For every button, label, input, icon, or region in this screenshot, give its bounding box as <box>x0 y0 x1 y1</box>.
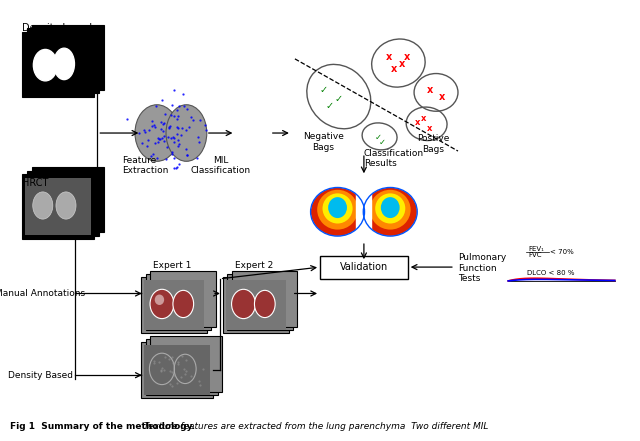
Text: Postive
Bags: Postive Bags <box>417 135 449 153</box>
Ellipse shape <box>56 192 76 219</box>
Text: x: x <box>421 114 426 123</box>
Text: FVC: FVC <box>528 251 541 258</box>
Text: HRCT: HRCT <box>22 178 49 188</box>
Ellipse shape <box>323 193 353 224</box>
Text: x: x <box>403 52 410 62</box>
Text: FEV₁: FEV₁ <box>528 247 544 253</box>
Ellipse shape <box>135 105 179 161</box>
Text: DLCO < 80 %: DLCO < 80 % <box>527 269 575 276</box>
Ellipse shape <box>364 188 417 236</box>
Bar <box>27 171 99 235</box>
Text: Manual Annotations: Manual Annotations <box>0 289 85 298</box>
Text: Density Based: Density Based <box>8 371 73 380</box>
Ellipse shape <box>33 192 53 219</box>
Text: x: x <box>399 59 404 69</box>
Text: x: x <box>427 123 433 132</box>
Text: < 70%: < 70% <box>550 249 574 255</box>
Text: Expert 1: Expert 1 <box>154 262 192 270</box>
Text: Feature
Extraction: Feature Extraction <box>122 156 169 176</box>
Bar <box>232 271 298 327</box>
Ellipse shape <box>166 105 207 161</box>
Bar <box>145 345 210 395</box>
Ellipse shape <box>381 197 399 218</box>
Text: ✓: ✓ <box>375 133 382 142</box>
Ellipse shape <box>173 290 194 318</box>
Ellipse shape <box>54 48 74 80</box>
Text: ✓: ✓ <box>319 85 327 95</box>
Ellipse shape <box>328 197 347 218</box>
Bar <box>356 189 371 235</box>
Text: x: x <box>427 85 433 95</box>
Bar <box>22 174 94 239</box>
Bar <box>27 28 99 93</box>
Ellipse shape <box>33 49 57 81</box>
Bar <box>320 256 408 279</box>
Ellipse shape <box>255 290 275 318</box>
Text: ✓: ✓ <box>325 101 333 111</box>
Bar <box>146 339 218 395</box>
Ellipse shape <box>311 188 364 236</box>
Text: Expert 2: Expert 2 <box>235 262 273 270</box>
Bar <box>223 277 289 333</box>
Text: ✓: ✓ <box>380 138 386 147</box>
Text: ✓: ✓ <box>335 93 343 104</box>
Ellipse shape <box>232 289 255 318</box>
Text: Negative
Bags: Negative Bags <box>303 132 344 152</box>
Ellipse shape <box>370 190 411 230</box>
Text: x: x <box>386 52 392 62</box>
Text: Classification
Results: Classification Results <box>364 149 424 168</box>
Text: x: x <box>415 118 420 127</box>
Text: x: x <box>391 64 397 75</box>
Bar <box>32 25 104 90</box>
Bar <box>22 32 94 97</box>
Text: Pulmonary
Function
Tests: Pulmonary Function Tests <box>458 254 506 283</box>
Text: x: x <box>439 92 445 101</box>
Bar <box>227 274 293 330</box>
Bar <box>146 274 211 330</box>
Text: Texture features are extracted from the lung parenchyma  Two different MIL: Texture features are extracted from the … <box>138 422 488 431</box>
Bar <box>25 178 91 235</box>
Bar <box>141 277 207 333</box>
Ellipse shape <box>155 295 164 305</box>
Text: MIL
Classification: MIL Classification <box>191 156 251 176</box>
Bar <box>150 336 222 392</box>
Bar <box>226 280 285 330</box>
Text: Fig 1  Summary of the methodology.: Fig 1 Summary of the methodology. <box>10 422 195 431</box>
Ellipse shape <box>150 289 174 318</box>
Text: Density based: Density based <box>22 23 92 33</box>
Bar <box>145 280 204 330</box>
Bar <box>150 271 216 327</box>
Ellipse shape <box>375 193 405 224</box>
Bar <box>141 342 213 398</box>
Ellipse shape <box>317 190 358 230</box>
Bar <box>32 168 104 232</box>
Text: Validation: Validation <box>340 262 388 272</box>
